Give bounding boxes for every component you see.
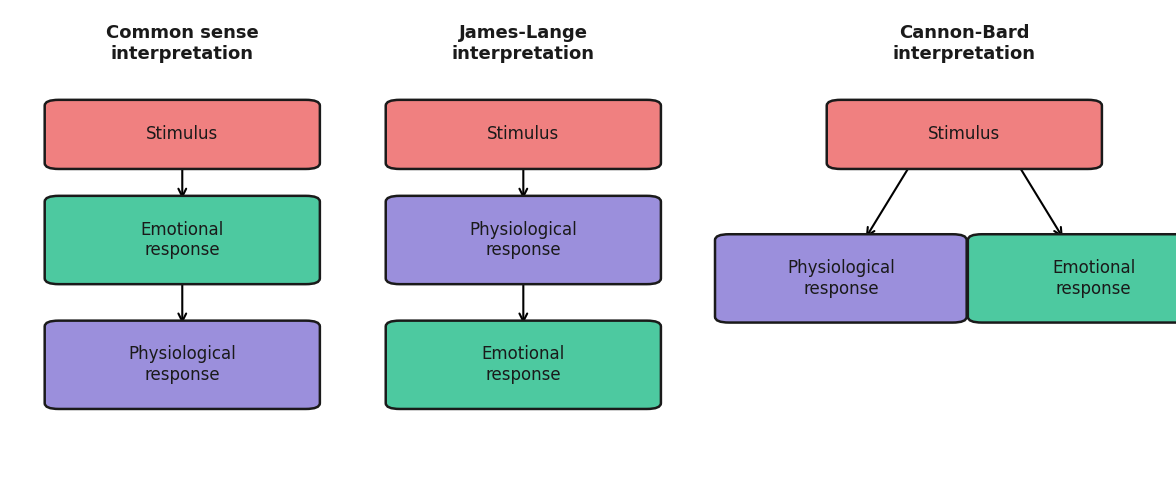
Text: Stimulus: Stimulus	[928, 125, 1001, 144]
Text: Stimulus: Stimulus	[487, 125, 560, 144]
FancyBboxPatch shape	[45, 196, 320, 284]
Text: Physiological
response: Physiological response	[787, 259, 895, 298]
FancyBboxPatch shape	[45, 321, 320, 409]
FancyBboxPatch shape	[386, 100, 661, 169]
Text: Stimulus: Stimulus	[146, 125, 219, 144]
Text: Physiological
response: Physiological response	[469, 221, 577, 259]
FancyBboxPatch shape	[386, 321, 661, 409]
Text: Common sense
interpretation: Common sense interpretation	[106, 24, 259, 63]
Text: Emotional
response: Emotional response	[141, 221, 223, 259]
Text: James-Lange
interpretation: James-Lange interpretation	[452, 24, 595, 63]
Text: Emotional
response: Emotional response	[1053, 259, 1135, 298]
FancyBboxPatch shape	[45, 100, 320, 169]
Text: Physiological
response: Physiological response	[128, 346, 236, 384]
FancyBboxPatch shape	[715, 234, 967, 323]
FancyBboxPatch shape	[968, 234, 1176, 323]
FancyBboxPatch shape	[386, 196, 661, 284]
Text: Cannon-Bard
interpretation: Cannon-Bard interpretation	[893, 24, 1036, 63]
FancyBboxPatch shape	[827, 100, 1102, 169]
Text: Emotional
response: Emotional response	[482, 346, 564, 384]
